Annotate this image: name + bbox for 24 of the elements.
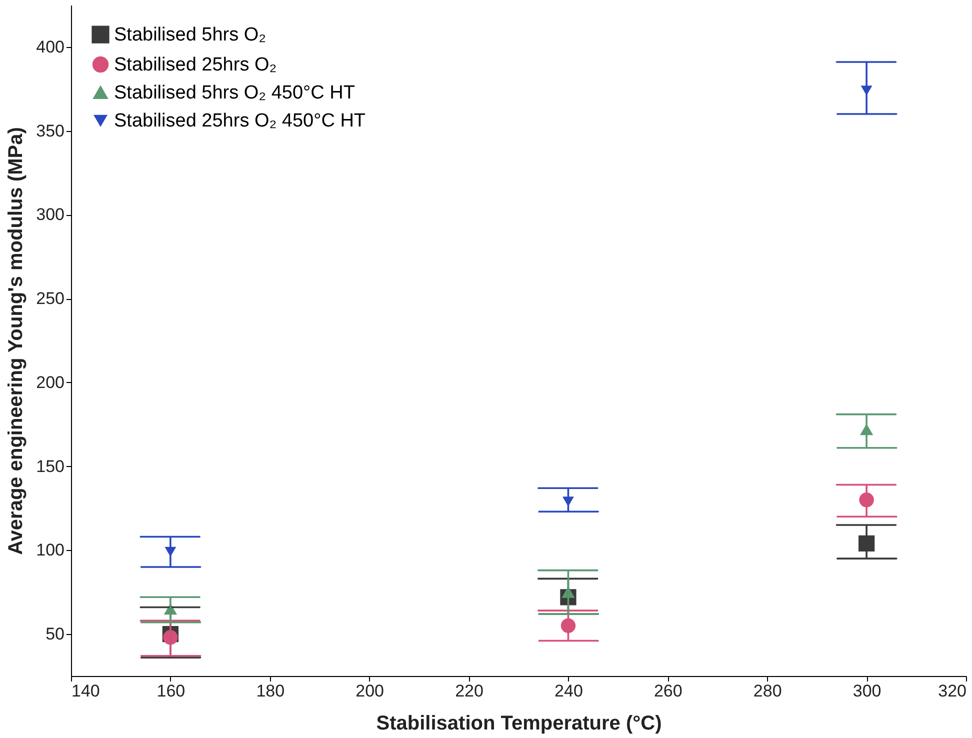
y-tick-label: 400 <box>36 37 64 56</box>
x-tick-label: 300 <box>852 682 882 700</box>
legend-label: Stabilised 25hrs O₂ 450°C HT <box>114 110 366 132</box>
x-tick-label: 220 <box>455 682 484 700</box>
x-tick-label: 180 <box>256 682 285 700</box>
x-tick-label: 280 <box>753 682 782 700</box>
x-tick-label: 160 <box>156 682 186 700</box>
x-tick-label: 140 <box>72 682 100 700</box>
x-axis-title: Stabilisation Temperature (°C) <box>376 712 662 734</box>
y-tick-label: 300 <box>36 205 64 224</box>
y-axis-title: Average engineering Young's modulus (MPa) <box>5 127 28 555</box>
legend-label: Stabilised 25hrs O₂ <box>114 54 277 76</box>
y-tick-label: 200 <box>36 372 64 392</box>
y-tick-label: 350 <box>36 121 64 140</box>
y-tick-label: 50 <box>46 624 64 644</box>
x-tick-label: 260 <box>654 682 682 700</box>
y-tick-label: 250 <box>36 289 64 308</box>
legend-label: Stabilised 5hrs O₂ 450°C HT <box>114 82 356 104</box>
legend-label: Stabilised 5hrs O₂ <box>114 24 266 46</box>
x-tick-label: 240 <box>554 682 583 700</box>
y-tick-label: 150 <box>36 456 64 476</box>
x-tick-label: 200 <box>356 682 384 700</box>
x-tick-label: 320 <box>938 682 966 700</box>
y-tick-label: 100 <box>36 540 64 560</box>
